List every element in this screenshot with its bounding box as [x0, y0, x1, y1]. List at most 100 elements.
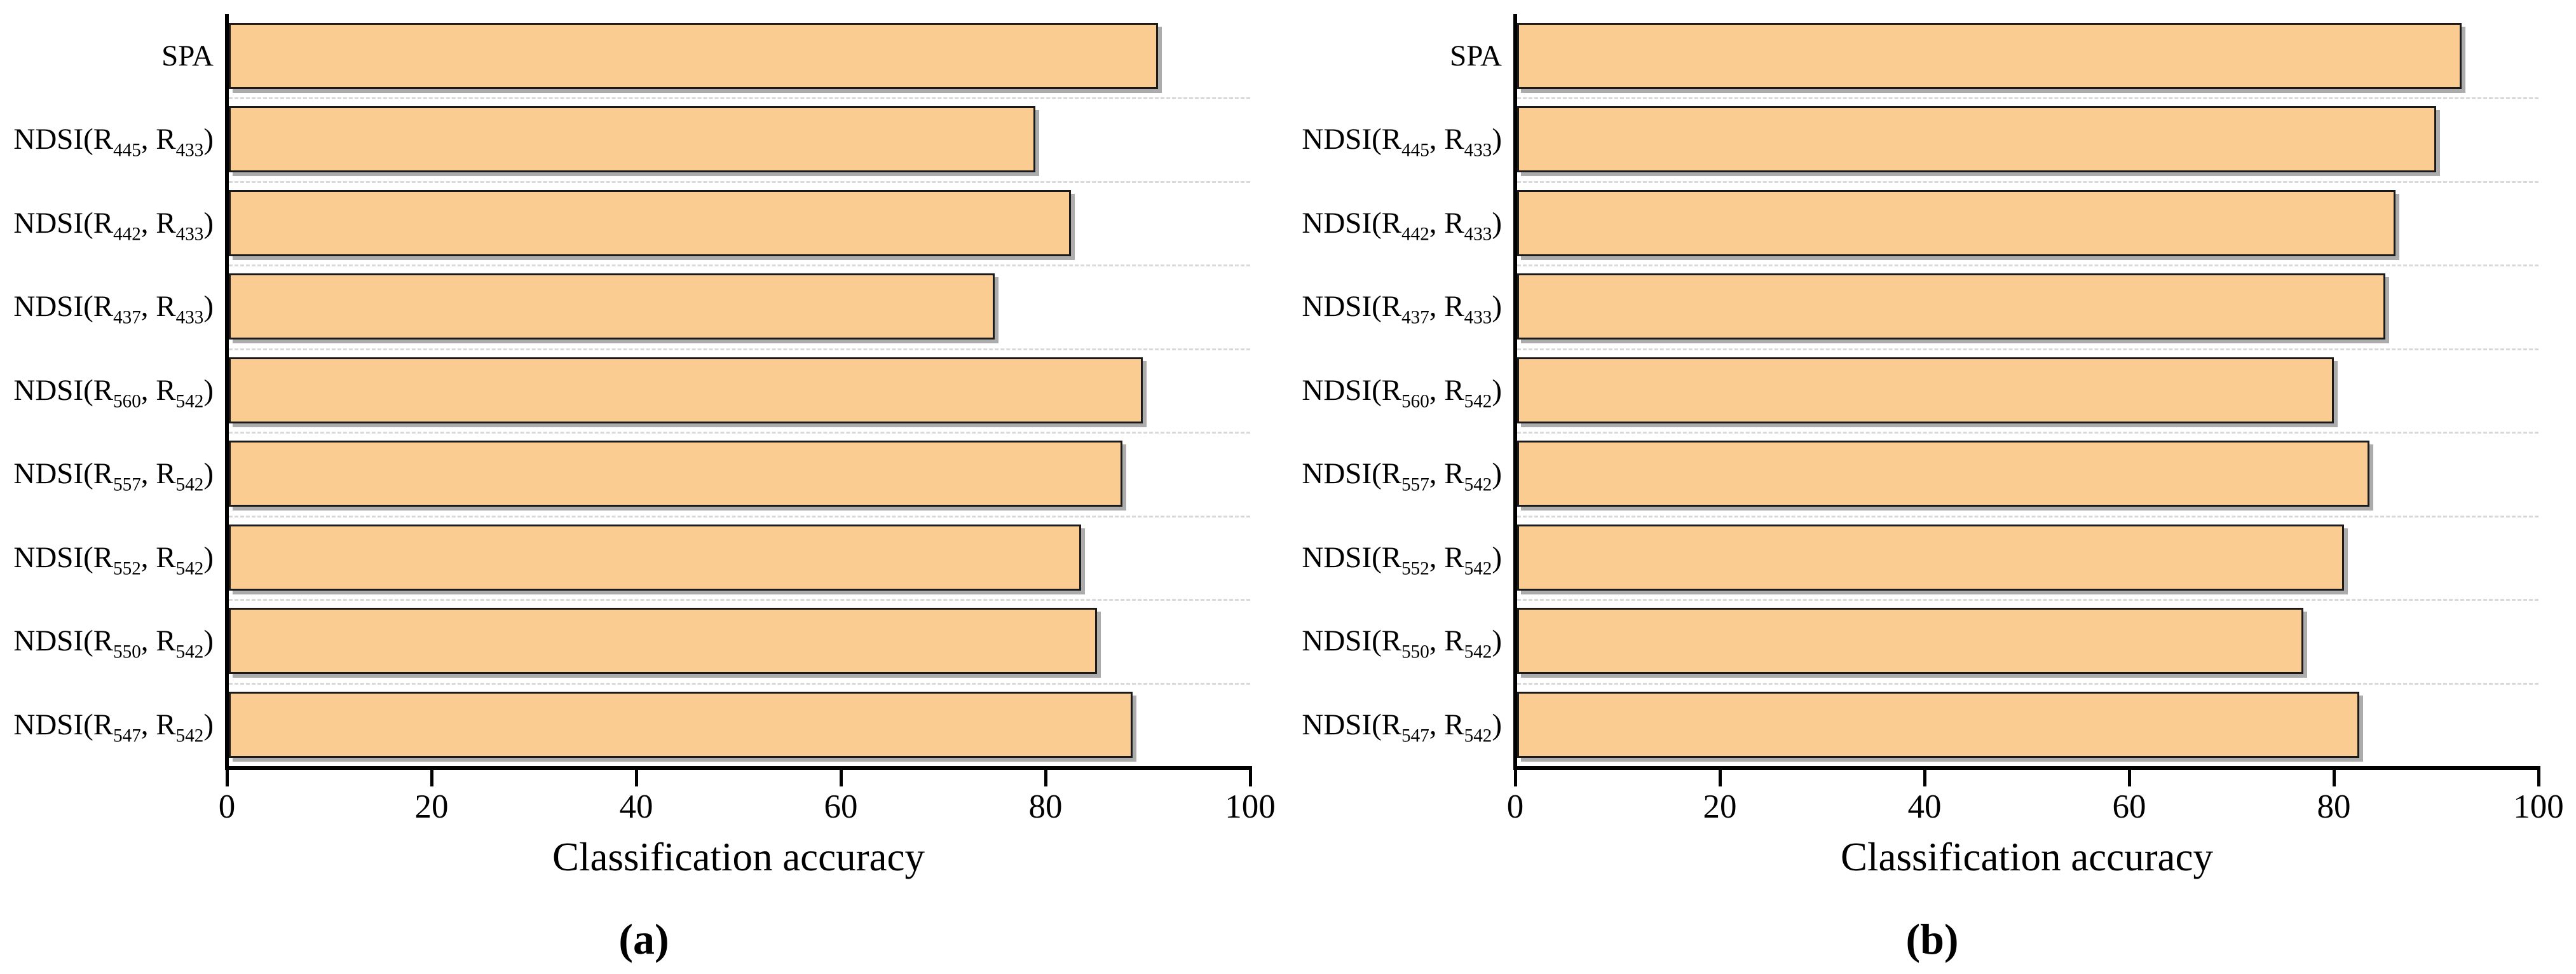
category-label-text: NDSI(R [1302, 708, 1402, 741]
x-axis-tick-label: 80 [2317, 788, 2351, 825]
x-axis-tick [1718, 770, 1722, 786]
plot-area-a: SPA NDSI(R445, R433) NDSI(R442, R433) NDSI(… [0, 14, 1276, 825]
bar-ndsi-r560-r542- [1517, 357, 2334, 423]
category-label-text: ) [1492, 457, 1502, 491]
category-separator-gridline [1517, 97, 2539, 100]
category-label-text: NDSI(R [13, 206, 114, 240]
category-label-subscript: 560 [1401, 391, 1429, 412]
x-axis-tick [1044, 770, 1047, 786]
category-label-text: ) [203, 624, 214, 658]
category-label-subscript: 542 [1464, 725, 1492, 746]
category-label-text: , R [140, 708, 176, 741]
category-separator-gridline [1517, 682, 2539, 685]
category-label-text: , R [140, 457, 176, 491]
category-separator-gridline [229, 432, 1250, 434]
bar-ndsi-r442-r433- [229, 189, 1072, 256]
x-axis-tick-label: 0 [1506, 788, 1524, 825]
panel-b: SPA NDSI(R445, R433) NDSI(R442, R433) NDSI(… [1288, 0, 2576, 974]
category-separator-gridline [1517, 181, 2539, 183]
category-label-subscript: 433 [175, 224, 204, 245]
x-axis-tick [634, 770, 638, 786]
x-axis-line [225, 766, 1252, 770]
category-separator-gridline [229, 682, 1250, 685]
category-label-text: NDSI(R [1302, 373, 1402, 407]
category-label-text: SPA [1450, 39, 1502, 72]
bar-ndsi-r560-r542- [229, 357, 1143, 423]
category-label-subscript: 542 [175, 474, 204, 495]
bar-ndsi-r437-r433- [1517, 273, 2385, 340]
category-label: NDSI(R557, R542) [1288, 441, 1502, 507]
category-label-text: NDSI(R [1302, 540, 1402, 574]
x-axis-tick-label: 80 [1028, 788, 1063, 825]
x-axis-tick-label: 100 [2513, 788, 2564, 825]
category-label-subscript: 542 [1464, 558, 1492, 579]
y-axis-line [225, 14, 229, 770]
category-separator-gridline [1517, 599, 2539, 601]
category-label-text: ) [203, 290, 214, 324]
category-label-text: NDSI(R [13, 123, 114, 156]
x-axis-tick [2332, 770, 2336, 786]
category-label: NDSI(R547, R542) [0, 692, 214, 758]
bar-ndsi-r547-r542- [1517, 691, 2360, 758]
category-separator-gridline [1517, 515, 2539, 518]
category-label-text: NDSI(R [13, 708, 114, 741]
category-label-text: NDSI(R [13, 290, 114, 324]
category-label-subscript: 560 [113, 391, 141, 412]
category-label-text: NDSI(R [13, 540, 114, 574]
category-separator-gridline [229, 97, 1250, 100]
category-label-subscript: 550 [1401, 641, 1429, 662]
category-label-text: ) [1492, 373, 1502, 407]
category-separator-gridline [229, 181, 1250, 183]
category-label: NDSI(R552, R542) [1288, 525, 1502, 591]
category-label-text: ) [203, 373, 214, 407]
category-label-text: , R [1429, 457, 1464, 491]
x-axis-line [1513, 766, 2540, 770]
category-label-subscript: 542 [1464, 641, 1492, 662]
category-label-text: , R [140, 540, 176, 574]
category-label-text: , R [1429, 373, 1464, 407]
category-label: NDSI(R550, R542) [0, 608, 214, 674]
category-label-subscript: 542 [1464, 474, 1492, 495]
category-label-text: , R [1429, 290, 1464, 324]
x-axis-tick [1513, 770, 1517, 786]
category-label-text: ) [203, 123, 214, 156]
category-label-text: NDSI(R [13, 373, 114, 407]
category-label-text: , R [140, 624, 176, 658]
category-label-text: , R [140, 123, 176, 156]
x-axis-tick [1923, 770, 1926, 786]
category-label-subscript: 547 [113, 725, 141, 746]
x-axis-tick-label: 20 [414, 788, 449, 825]
x-axis-tick [430, 770, 433, 786]
bar-spa [1517, 23, 2462, 89]
bar-ndsi-r550-r542- [1517, 608, 2303, 675]
category-separator-gridline [229, 348, 1250, 350]
bar-ndsi-r445-r433- [1517, 106, 2436, 173]
bar-ndsi-r557-r542- [1517, 441, 2370, 507]
category-label-subscript: 542 [175, 641, 204, 662]
category-label-text: ) [1492, 624, 1502, 658]
plot-area-b: SPA NDSI(R445, R433) NDSI(R442, R433) NDSI(… [1288, 0, 2576, 974]
category-label-text: , R [140, 290, 176, 324]
category-label-subscript: 550 [113, 641, 141, 662]
category-separator-gridline [1517, 348, 2539, 350]
category-label-subscript: 433 [175, 141, 204, 161]
bar-ndsi-r550-r542- [229, 608, 1097, 675]
category-label-subscript: 552 [1401, 558, 1429, 579]
category-separator-gridline [1517, 264, 2539, 267]
category-label-text: , R [1429, 708, 1464, 741]
x-axis-tick-label: 40 [619, 788, 653, 825]
bar-ndsi-r552-r542- [1517, 524, 2345, 591]
category-label-text: NDSI(R [1302, 624, 1402, 658]
category-label: NDSI(R445, R433) [0, 106, 214, 172]
category-label-text: NDSI(R [1302, 290, 1402, 324]
bar-ndsi-r552-r542- [229, 524, 1082, 591]
category-label: SPA [0, 23, 214, 89]
category-label-subscript: 552 [113, 558, 141, 579]
x-axis-tick [225, 770, 229, 786]
category-separator-gridline [1517, 432, 2539, 434]
category-label-text: , R [140, 206, 176, 240]
x-axis-tick [1248, 770, 1252, 786]
category-label: NDSI(R550, R542) [1288, 608, 1502, 674]
category-label-subscript: 433 [1464, 224, 1492, 245]
